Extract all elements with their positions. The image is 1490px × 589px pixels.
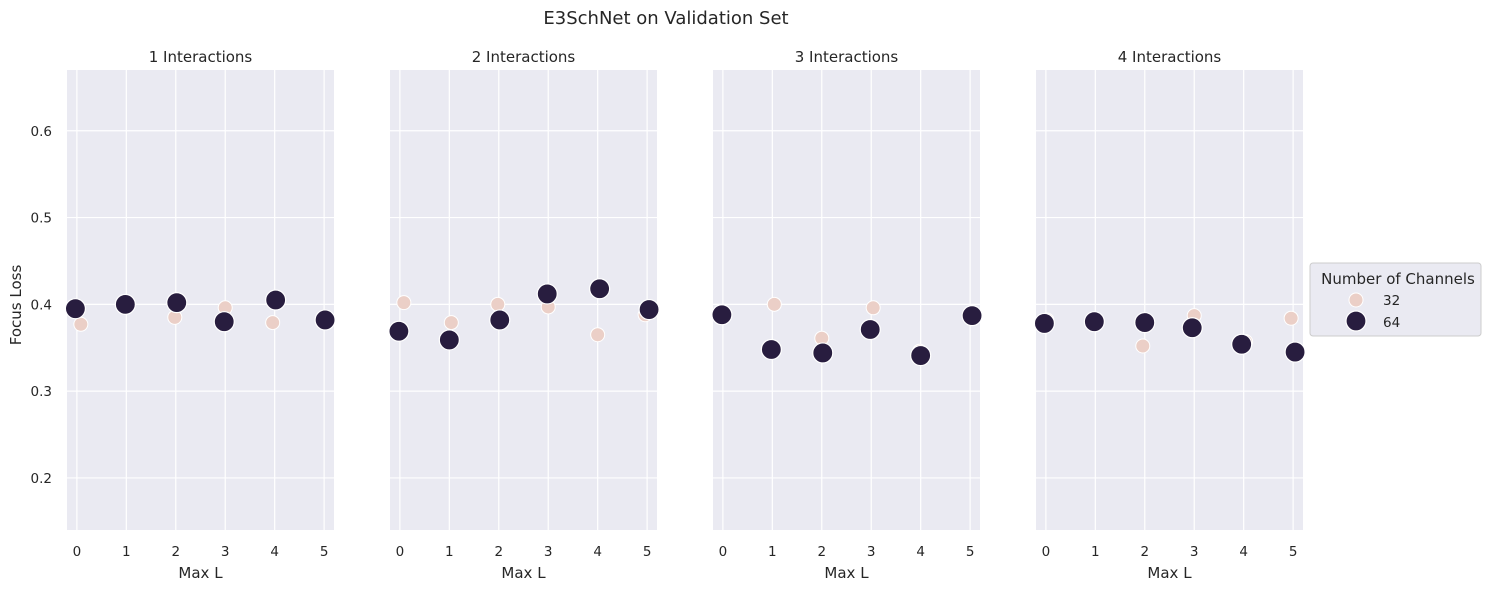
data-point-64 xyxy=(1134,311,1156,334)
x-tick-label: 2 xyxy=(171,544,180,560)
x-tick-label: 4 xyxy=(270,544,279,560)
data-point-64 xyxy=(438,329,460,351)
data-point-64 xyxy=(961,305,983,327)
y-tick-label: 0.5 xyxy=(31,211,52,227)
x-tick-label: 5 xyxy=(966,544,975,560)
data-point-32 xyxy=(443,315,459,331)
data-point-64 xyxy=(166,292,188,314)
data-point-32 xyxy=(865,300,881,316)
legend-marker-32 xyxy=(1348,292,1364,308)
data-point-32 xyxy=(766,296,782,312)
x-tick-label: 1 xyxy=(122,544,131,560)
data-point-64 xyxy=(589,278,611,300)
x-tick-label: 1 xyxy=(445,544,454,560)
legend-label-32: 32 xyxy=(1383,293,1400,309)
data-point-64 xyxy=(213,311,235,333)
x-tick-label: 4 xyxy=(593,544,602,560)
chart-title: E3SchNet on Validation Set xyxy=(543,8,788,29)
x-tick-label: 2 xyxy=(817,544,826,560)
x-tick-label: 3 xyxy=(867,544,876,560)
data-point-64 xyxy=(1181,317,1203,339)
x-tick-label: 4 xyxy=(1239,544,1248,560)
data-point-32 xyxy=(396,295,412,311)
x-tick-label: 2 xyxy=(1140,544,1149,560)
data-point-64 xyxy=(638,298,660,321)
data-point-64 xyxy=(489,309,511,331)
data-point-32 xyxy=(590,327,606,343)
x-tick-label: 5 xyxy=(320,544,329,560)
data-point-64 xyxy=(1231,333,1253,355)
x-tick-label: 3 xyxy=(221,544,230,560)
data-point-32 xyxy=(1135,338,1151,354)
x-axis-label: Max L xyxy=(1147,564,1192,582)
panel-1: 1 Interactions 0 1 2 3 4 5 Max L 0.2 0.3 0.4 0.5 0.6 xyxy=(31,48,336,582)
plot-area xyxy=(390,70,657,530)
x-tick-label: 0 xyxy=(1042,544,1051,560)
data-point-64 xyxy=(760,338,782,361)
x-axis-label: Max L xyxy=(824,564,869,582)
x-tick-label: 2 xyxy=(494,544,503,560)
x-tick-label: 5 xyxy=(1289,544,1298,560)
data-point-64 xyxy=(711,304,733,326)
data-point-64 xyxy=(388,320,410,342)
x-tick-label: 3 xyxy=(544,544,553,560)
x-axis-label: Max L xyxy=(178,564,223,582)
y-tick-label: 0.6 xyxy=(31,124,52,140)
x-tick-label: 4 xyxy=(916,544,925,560)
data-point-64 xyxy=(64,298,87,320)
legend-label-64: 64 xyxy=(1383,315,1400,331)
plot-area xyxy=(713,70,980,530)
x-tick-label: 0 xyxy=(719,544,728,560)
panel-title: 4 Interactions xyxy=(1118,48,1222,66)
x-axis-label: Max L xyxy=(501,564,546,582)
data-point-64 xyxy=(1083,311,1105,333)
panel-2: 2 Interactions 0 1 2 3 4 5 Max L xyxy=(388,48,660,582)
x-tick-label: 0 xyxy=(396,544,405,560)
plot-area xyxy=(67,70,334,530)
data-point-64 xyxy=(1284,341,1306,363)
y-axis-label: Focus Loss xyxy=(7,265,25,346)
x-tick-label: 1 xyxy=(1091,544,1100,560)
y-tick-label: 0.4 xyxy=(31,297,52,313)
plot-area xyxy=(1036,70,1303,530)
legend-title: Number of Channels xyxy=(1321,270,1475,288)
data-point-32 xyxy=(1283,310,1299,326)
legend-marker-64 xyxy=(1345,310,1367,332)
panel-title: 3 Interactions xyxy=(795,48,899,66)
x-tick-label: 3 xyxy=(1190,544,1199,560)
data-point-64 xyxy=(859,318,881,341)
data-point-64 xyxy=(812,342,834,364)
panel-title: 1 Interactions xyxy=(149,48,253,66)
data-point-64 xyxy=(536,283,558,305)
x-tick-label: 1 xyxy=(768,544,777,560)
legend: Number of Channels 32 64 xyxy=(1309,262,1482,337)
y-tick-label: 0.2 xyxy=(31,471,52,487)
x-tick-label: 5 xyxy=(643,544,652,560)
data-point-64 xyxy=(114,293,136,315)
data-point-64 xyxy=(910,344,932,367)
data-point-64 xyxy=(314,309,336,331)
panels: 1 Interactions 0 1 2 3 4 5 Max L 0.2 0.3 0.4 0.5 0.6… xyxy=(31,48,1306,582)
data-point-64 xyxy=(1033,312,1056,335)
data-point-32 xyxy=(265,315,281,331)
y-tick-label: 0.3 xyxy=(31,384,52,400)
panel-4: 4 Interactions 0 1 2 3 4 5 Max L xyxy=(1033,48,1306,582)
panel-title: 2 Interactions xyxy=(472,48,576,66)
x-tick-label: 0 xyxy=(73,544,82,560)
data-point-64 xyxy=(265,289,287,311)
panel-3: 3 Interactions 0 1 2 3 4 5 Max L xyxy=(711,48,983,582)
data-point-32 xyxy=(73,316,89,332)
data-point-32 xyxy=(490,296,506,312)
